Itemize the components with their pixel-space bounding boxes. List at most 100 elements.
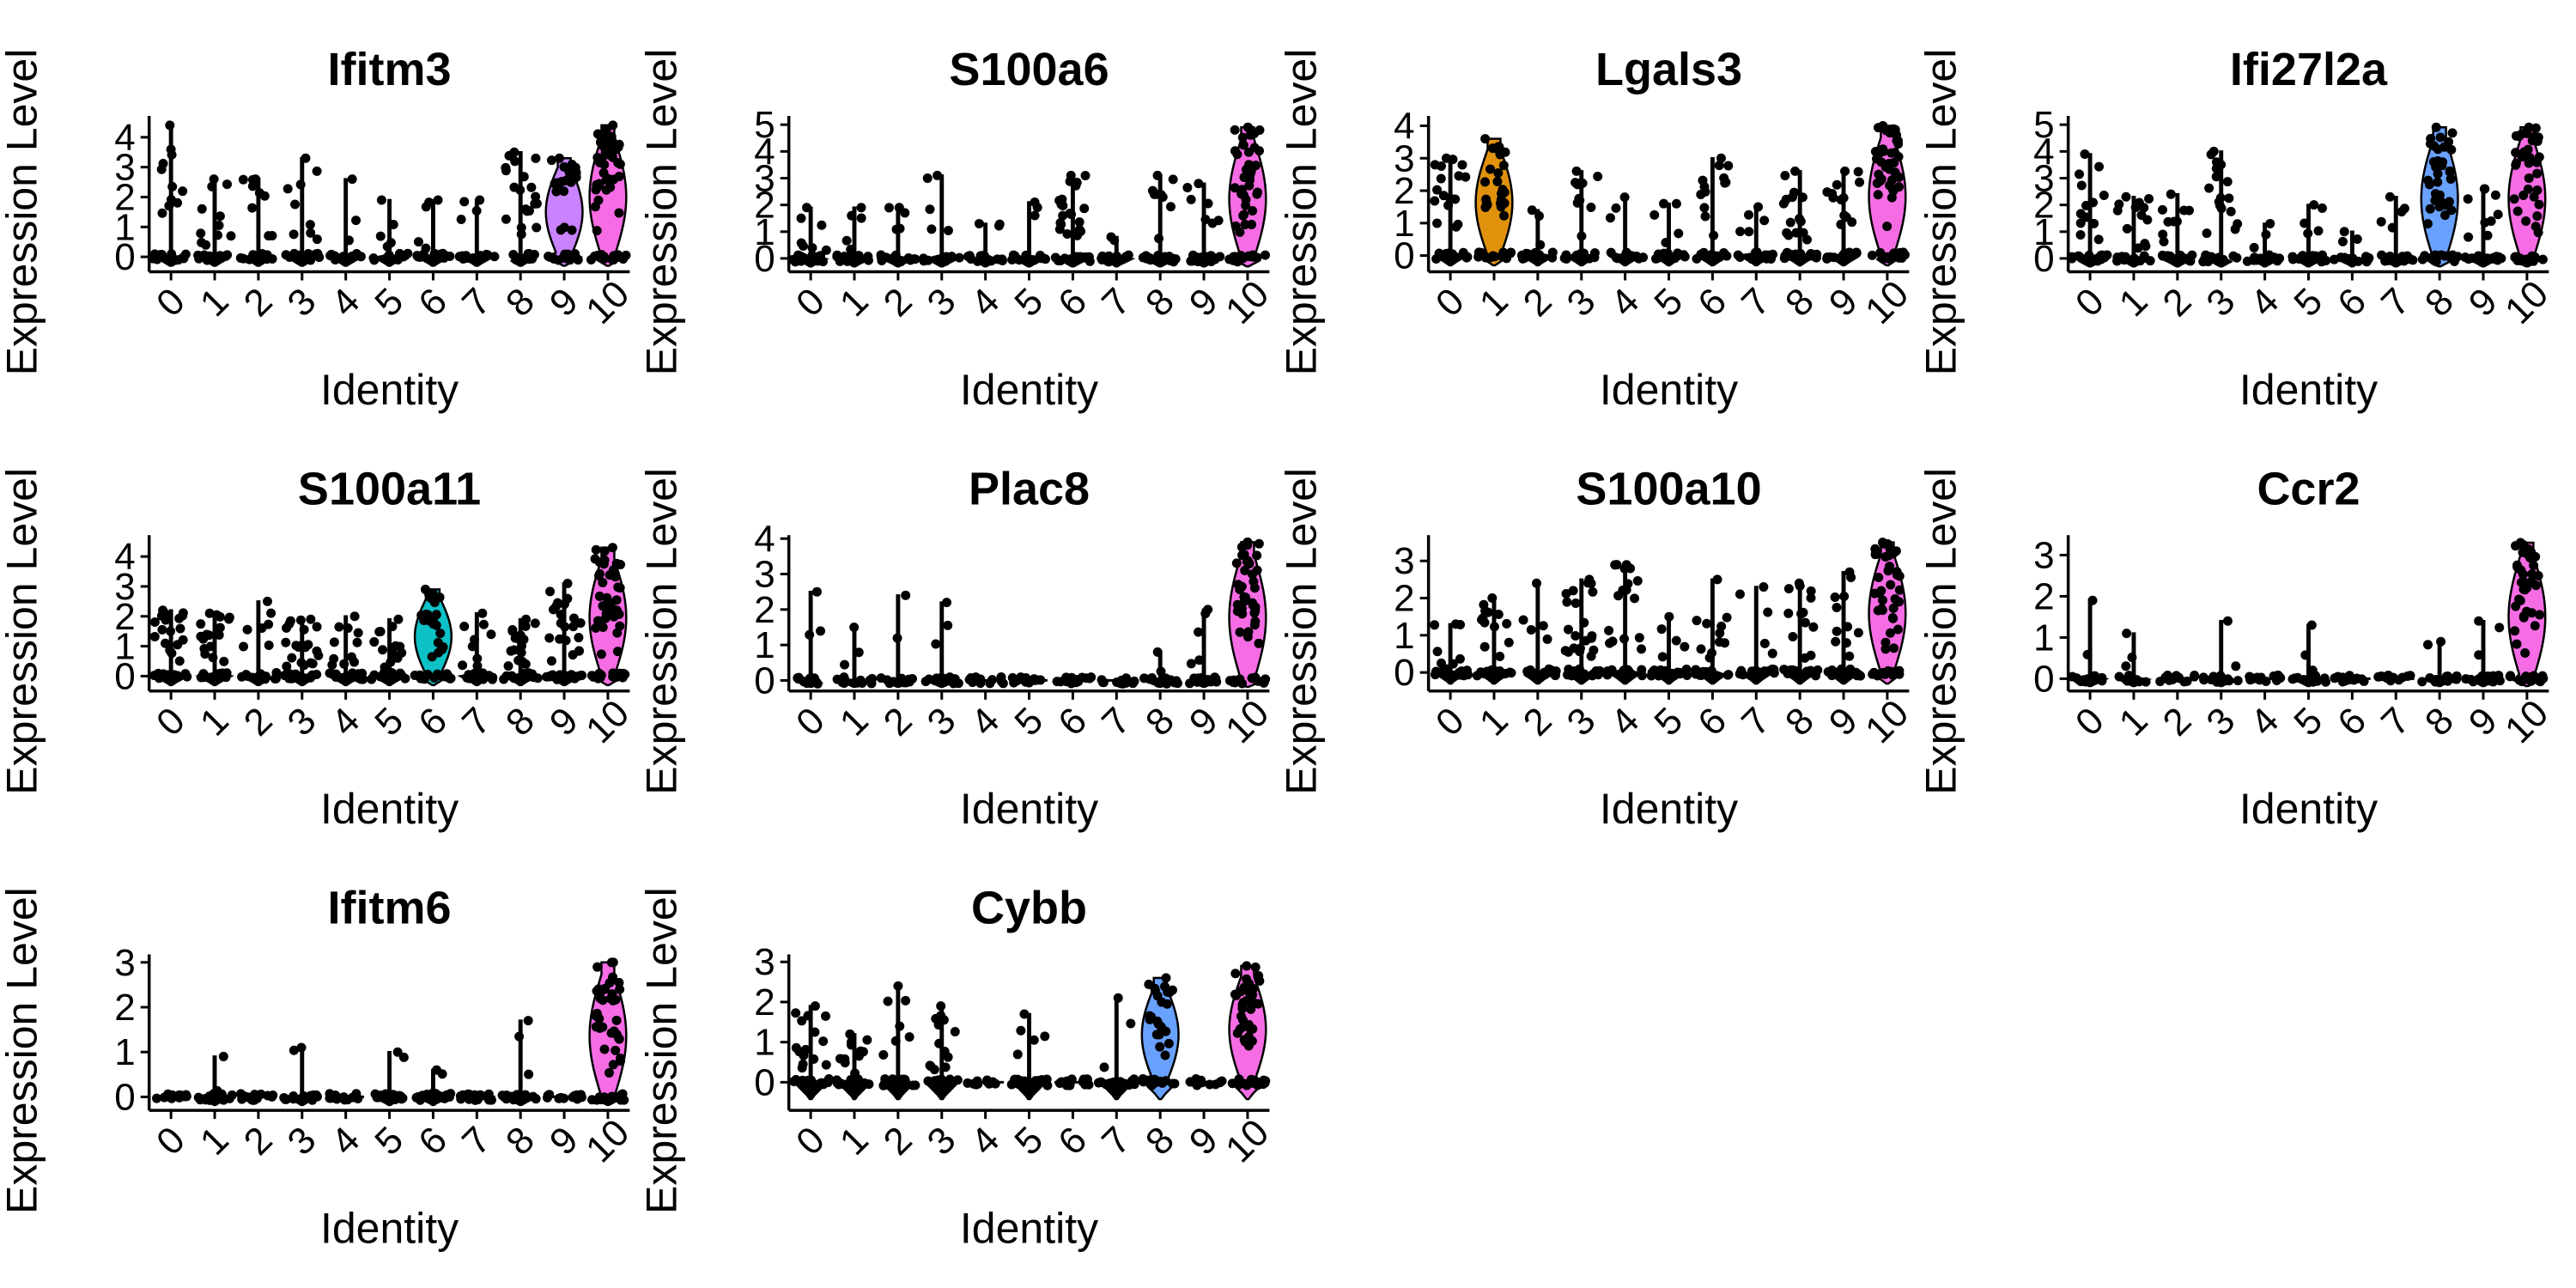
data-point [289, 1091, 299, 1101]
data-point [2099, 190, 2109, 200]
data-point [2224, 676, 2234, 686]
data-point [286, 252, 296, 262]
x-tick-label: 7 [2373, 280, 2418, 325]
data-point [2515, 538, 2525, 548]
data-point [952, 1075, 963, 1085]
data-point [1632, 575, 1643, 586]
data-point [1153, 677, 1163, 688]
data-point [1243, 252, 1254, 262]
data-point [2175, 250, 2185, 260]
data-point [2481, 675, 2491, 685]
x-tick-label: 1 [2111, 700, 2156, 744]
y-tick-label: 2 [2033, 185, 2054, 227]
x-tick-label: 8 [1138, 1119, 1182, 1163]
y-axis-label: Expression Level [637, 49, 685, 376]
data-point [2466, 674, 2476, 684]
data-point [590, 554, 600, 564]
data-point [178, 186, 188, 197]
data-point [1244, 559, 1255, 569]
data-point [520, 621, 531, 631]
data-point [2380, 672, 2391, 683]
data-point [503, 661, 513, 671]
data-point [1248, 598, 1258, 608]
data-point [212, 230, 222, 240]
data-point [1480, 134, 1491, 144]
data-point [394, 248, 404, 258]
data-point [1074, 224, 1084, 234]
data-point [1719, 248, 1729, 258]
y-tick-label: 3 [2033, 534, 2054, 576]
data-point [508, 250, 519, 260]
data-point [2451, 674, 2462, 684]
data-point [155, 671, 166, 681]
x-tick-label: 6 [2330, 280, 2374, 325]
data-point [2121, 191, 2131, 202]
data-point [1230, 125, 1240, 135]
x-tick-label: 7 [454, 700, 499, 744]
data-point [1611, 252, 1621, 263]
data-point [2534, 199, 2544, 210]
data-point [312, 622, 322, 632]
x-tick-label: 5 [367, 280, 411, 325]
y-tick-label: 0 [114, 655, 135, 697]
data-point [531, 1094, 541, 1104]
data-point [421, 243, 431, 253]
data-point [611, 558, 622, 568]
data-point [2114, 199, 2124, 210]
data-point [2526, 671, 2537, 682]
data-point [963, 252, 973, 262]
data-point [1473, 247, 1484, 258]
data-point [1455, 653, 1465, 664]
data-point [1783, 608, 1794, 618]
data-point [242, 624, 252, 635]
data-point [802, 203, 812, 213]
y-tick-label: 3 [1394, 540, 1414, 582]
data-point [1209, 672, 1219, 683]
y-tick-label: 0 [1394, 652, 1414, 694]
data-point [290, 669, 301, 679]
x-tick-label: 6 [410, 700, 455, 744]
data-point [199, 1094, 210, 1104]
chart-title: Cybb [971, 883, 1087, 934]
data-point [355, 674, 366, 684]
data-point [1210, 254, 1220, 264]
y-tick-label: 3 [114, 942, 135, 984]
data-point [305, 220, 315, 230]
data-point [1569, 643, 1579, 653]
data-point [1534, 253, 1544, 264]
data-point [2347, 255, 2357, 265]
data-point [2075, 230, 2086, 240]
data-point [2157, 204, 2167, 215]
y-tick-label: 2 [114, 987, 135, 1029]
chart-title: Ifitm3 [328, 44, 452, 95]
data-point [1873, 605, 1883, 616]
data-point [481, 1091, 491, 1102]
data-point [1106, 232, 1116, 242]
data-point [202, 255, 212, 265]
data-point [2447, 128, 2458, 138]
data-point [1785, 249, 1795, 259]
data-point [2512, 206, 2523, 216]
data-point [524, 1069, 534, 1079]
x-tick-label: 0 [788, 700, 833, 744]
data-point [1714, 637, 1724, 647]
data-point [339, 659, 349, 669]
data-point [2516, 577, 2526, 587]
y-tick-label: 4 [754, 518, 775, 560]
data-point [375, 231, 386, 241]
data-point [331, 1090, 341, 1100]
data-point [1060, 253, 1070, 264]
data-point [313, 650, 324, 660]
data-point [158, 605, 168, 616]
x-axis-label: Identity [320, 1205, 459, 1253]
data-point [2376, 216, 2386, 227]
data-point [556, 225, 566, 235]
data-point [607, 543, 617, 553]
data-point [1154, 234, 1164, 244]
data-point [1246, 1004, 1256, 1014]
data-point [2226, 206, 2236, 216]
data-point [590, 251, 600, 261]
data-point [1878, 538, 1888, 548]
data-point [395, 641, 405, 652]
